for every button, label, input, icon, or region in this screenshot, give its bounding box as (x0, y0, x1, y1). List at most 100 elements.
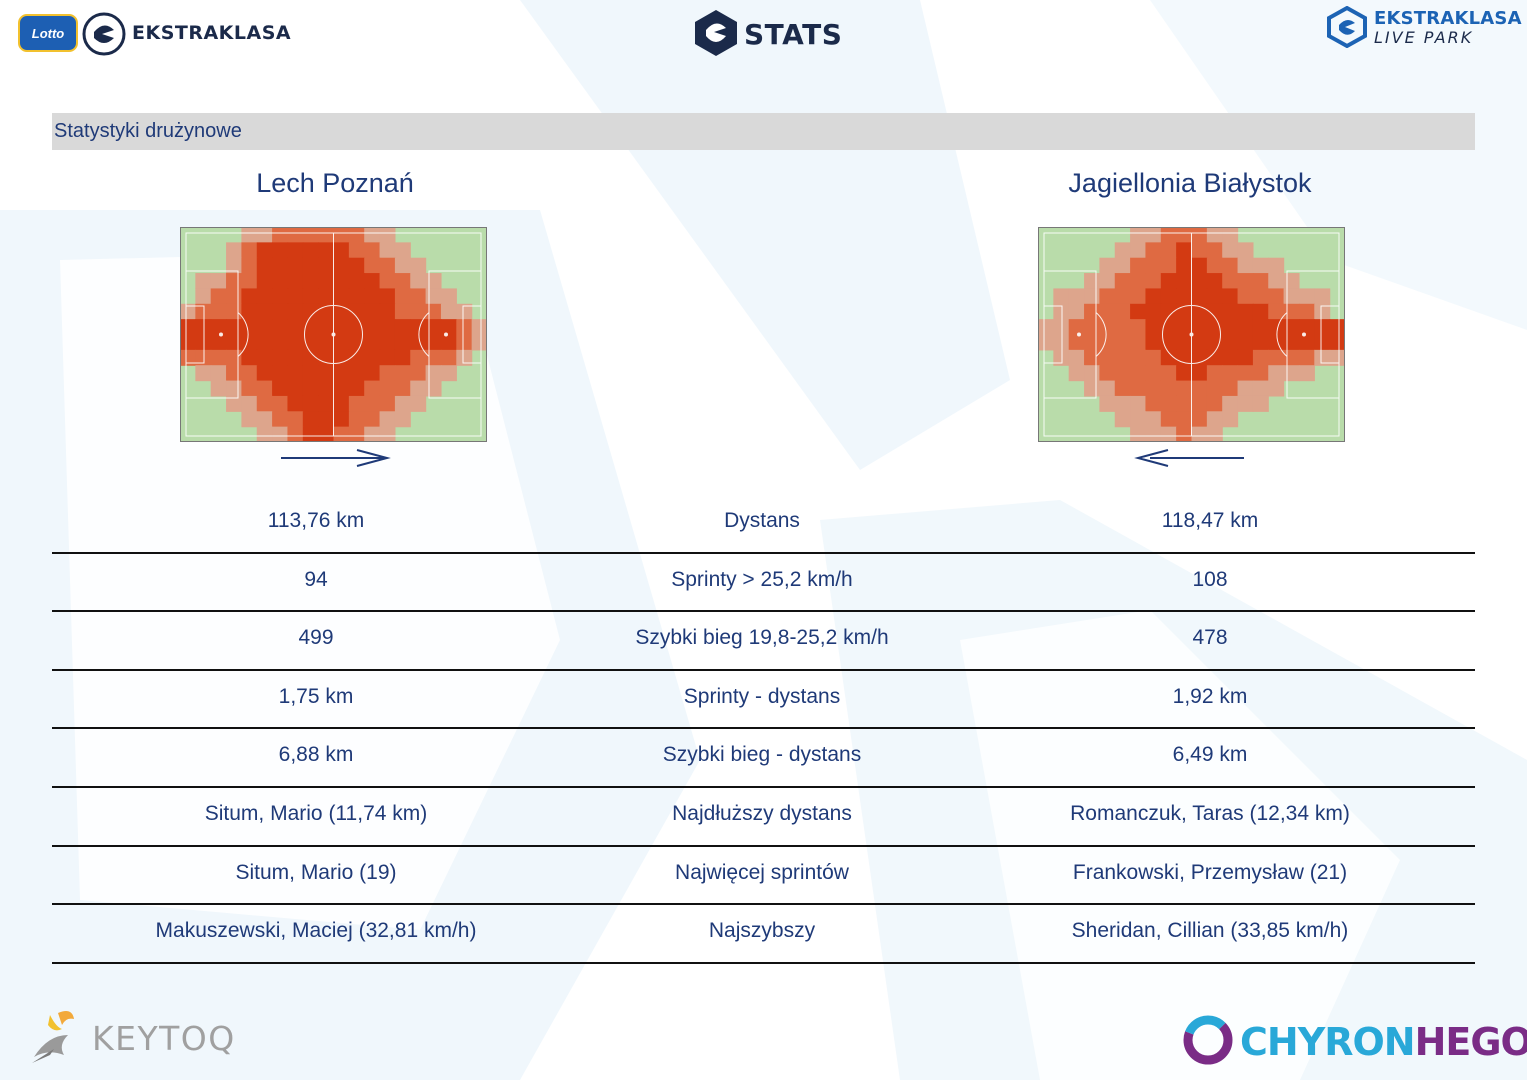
heatmap-cell (394, 257, 411, 274)
heatmap-cell (1237, 380, 1254, 397)
heatmap-cell (256, 349, 273, 366)
heatmap-cell (1099, 365, 1116, 382)
heatmap-cell (318, 411, 335, 428)
heatmap-cell (1222, 380, 1239, 397)
heatmap-cell (272, 365, 289, 382)
away-value: 1,92 km (1172, 684, 1248, 708)
heatmap-cell (1206, 288, 1223, 305)
heatmap-cell (1099, 380, 1116, 397)
heatmap-cell (1222, 242, 1239, 259)
table-row: 1,75 km Sprinty - dystans 1,92 km (52, 671, 1475, 730)
heatmap-cell (1222, 411, 1239, 428)
away-value: 6,49 km (1172, 743, 1248, 767)
heatmap-cell (226, 349, 242, 366)
heatmap-cell (1206, 227, 1223, 243)
away-team-name: Jagiellonia Białystok (1068, 168, 1312, 198)
heatmap-cell (440, 288, 457, 305)
heatmap-cell (318, 273, 335, 290)
home-value: 499 (298, 626, 334, 650)
heatmap-cell (256, 227, 273, 243)
heatmap-cell (287, 334, 304, 351)
heatmap-cell (348, 303, 365, 320)
heatmap-cell (471, 334, 487, 351)
heatmap-cell (1130, 227, 1147, 243)
heatmap-cell (241, 273, 258, 290)
heatmap-cell (1114, 242, 1131, 259)
heatmap-cell (1053, 319, 1070, 336)
heatmap-cell (256, 257, 273, 274)
heatmap-cell (1160, 365, 1177, 382)
heatmap-cell (1298, 334, 1315, 351)
heatmap-cell (1160, 426, 1177, 442)
heatmap-cell (333, 411, 350, 428)
heatmap-cell (379, 257, 396, 274)
heatmap-cell (364, 303, 381, 320)
heatmap-cell (1099, 303, 1116, 320)
heatmap-cell (410, 349, 427, 366)
heatmap-cell (1268, 303, 1285, 320)
heatmap-cell (348, 365, 365, 382)
heatmap-cell (1145, 257, 1162, 274)
heatmap-cell (1191, 334, 1208, 351)
heatmap-cell (1176, 257, 1193, 274)
heatmap-cell (1145, 227, 1162, 243)
stats-shield-icon (695, 10, 737, 56)
heatmap-cell (287, 349, 304, 366)
heatmap-cell (302, 349, 319, 366)
heatmap-cell (256, 426, 273, 442)
heatmap-cell (195, 349, 212, 366)
heatmap-cell (302, 227, 319, 243)
heatmap-cell (195, 273, 212, 290)
heatmap-cell (1222, 273, 1239, 290)
heatmap-cell (1114, 349, 1131, 366)
heatmap-cell (440, 303, 457, 320)
heatmap-cell (1298, 349, 1315, 366)
heatmap-cell (440, 334, 457, 351)
heatmap-cell (287, 411, 304, 428)
heatmap-cell (1298, 288, 1315, 305)
heatmap-cell (394, 411, 411, 428)
heatmap-cell (1237, 303, 1254, 320)
heatmap-cell (1160, 257, 1177, 274)
heatmap-cell (318, 319, 335, 336)
heatmap-cell (379, 334, 396, 351)
heatmap-cell (410, 395, 427, 412)
heatmap-cell (226, 395, 242, 412)
heatmap-cell (210, 288, 227, 305)
heatmap-cell (1130, 273, 1147, 290)
heatmap-cell (1283, 334, 1300, 351)
heatmap-cell (1114, 411, 1131, 428)
heatmap-cell (1099, 334, 1116, 351)
table-row: 499 Szybki bieg 19,8-25,2 km/h 478 (52, 612, 1475, 671)
heatmap-cell (364, 426, 381, 442)
heatmap-cell (1314, 334, 1331, 351)
heatmap-cell (425, 380, 442, 397)
heatmap-cell (1145, 319, 1162, 336)
chyronhego-wordmark-part2: HEGO (1414, 1020, 1527, 1064)
heatmap-cell (195, 365, 212, 382)
heatmap-cell (210, 303, 227, 320)
heatmap-cell (1237, 288, 1254, 305)
table-row: 6,88 km Szybki bieg - dystans 6,49 km (52, 729, 1475, 788)
heatmap-cell (287, 426, 304, 442)
heatmap-cell (1160, 273, 1177, 290)
heatmap-cell (1084, 349, 1100, 366)
heatmap-cell (272, 242, 289, 259)
stat-label: Dystans (724, 509, 800, 532)
heatmap-cell (287, 380, 304, 397)
heatmap-cell (440, 365, 457, 382)
heatmap-cell (1145, 411, 1162, 428)
heatmap-cell (210, 319, 227, 336)
heatmap-cell (226, 319, 242, 336)
heatmap-cell (1191, 242, 1208, 259)
heatmap-cell (1237, 365, 1254, 382)
heatmap-cell (333, 319, 350, 336)
heatmap-cell (1283, 349, 1300, 366)
heatmap-cell (1130, 303, 1147, 320)
home-value: 113,76 km (267, 509, 365, 532)
heatmap-cell (1145, 395, 1162, 412)
heatmap-cell (1237, 257, 1254, 274)
keytoq-bird-icon (32, 1011, 74, 1063)
heatmap-cell (1160, 411, 1177, 428)
heatmap-cell (1099, 349, 1116, 366)
